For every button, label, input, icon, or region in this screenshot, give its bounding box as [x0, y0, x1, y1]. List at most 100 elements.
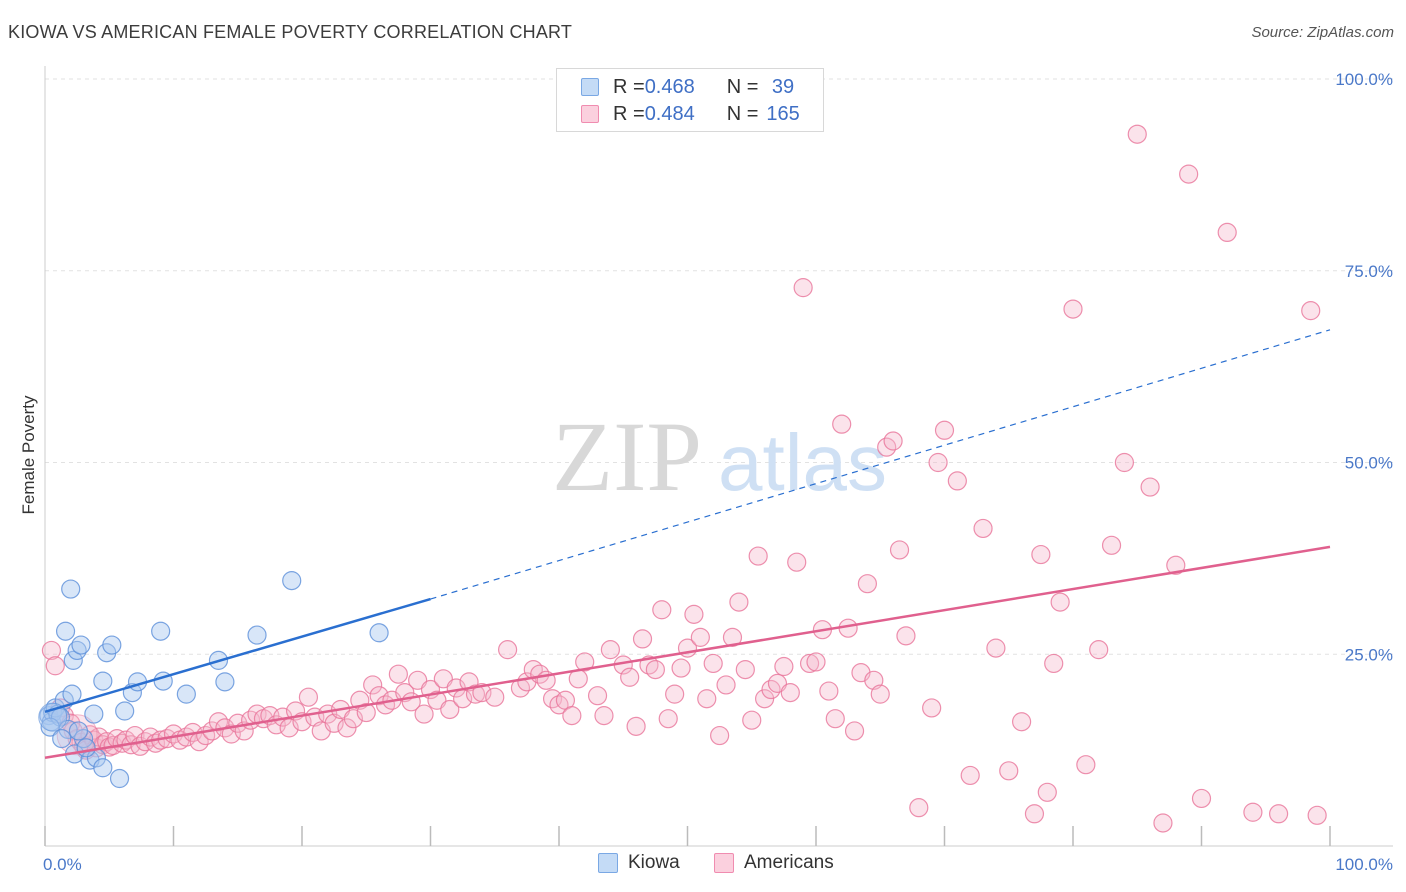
americans-point — [986, 638, 1006, 658]
americans-point — [780, 682, 800, 703]
americans-point — [600, 640, 621, 660]
americans-point — [1024, 804, 1045, 824]
americans-point — [652, 600, 672, 620]
americans-point — [465, 684, 486, 704]
kiowa-point — [63, 650, 83, 670]
series-kiowa — [38, 571, 389, 789]
americans-point — [1076, 755, 1096, 775]
americans-point — [356, 702, 376, 723]
americans-point — [1153, 813, 1173, 833]
x-tick-label: 100.0% — [1335, 855, 1393, 874]
americans-point — [1191, 788, 1212, 809]
americans-point — [735, 659, 755, 680]
legend-item-americans[interactable]: Americans — [714, 852, 834, 874]
americans-point — [787, 552, 807, 572]
legend-label-americans: Americans — [744, 852, 834, 873]
americans-point — [973, 518, 993, 539]
americans-point — [690, 627, 710, 647]
americans-point — [645, 659, 665, 680]
trend-lines — [44, 329, 1331, 760]
americans-point — [844, 721, 865, 741]
americans-point — [626, 716, 646, 736]
americans-swatch — [581, 105, 599, 123]
legend-item-kiowa[interactable]: Kiowa — [598, 852, 680, 874]
n-value: 39 — [766, 75, 795, 98]
americans-point — [1127, 124, 1147, 144]
kiowa-point — [215, 672, 235, 692]
n-label: N = — [726, 102, 759, 125]
kiowa-swatch — [598, 853, 618, 873]
kiowa-point — [93, 758, 113, 778]
r-value: 0.468 — [644, 75, 695, 98]
r-label: R = — [613, 102, 645, 125]
americans-point — [742, 710, 762, 730]
tick-labels: 100.0% 75.0% 50.0% 25.0% 0.0% 100.0% — [43, 70, 1393, 874]
americans-point — [774, 656, 794, 677]
americans-point — [697, 689, 717, 709]
americans-point — [928, 452, 948, 473]
americans-point — [472, 682, 492, 703]
americans-point — [125, 725, 145, 746]
americans-point — [896, 626, 916, 646]
americans-point — [799, 653, 820, 674]
x-tick-label: 0.0% — [43, 855, 82, 874]
stats-row-americans: R = 0.484 N = 165 — [581, 102, 800, 126]
americans-swatch — [714, 853, 734, 873]
y-axis-label: Female Poverty — [19, 395, 38, 515]
americans-point — [1050, 592, 1070, 612]
kiowa-point — [67, 640, 87, 661]
series-legend: Kiowa Americans — [0, 852, 1406, 878]
americans-point — [922, 698, 942, 718]
n-label: N = — [726, 75, 759, 98]
kiowa-point — [71, 635, 91, 655]
americans-point — [1243, 802, 1263, 822]
kiowa-point — [176, 684, 196, 704]
kiowa-point — [109, 768, 130, 789]
kiowa-point — [369, 623, 389, 643]
americans-point — [870, 684, 890, 704]
americans-point — [1268, 804, 1289, 824]
n-value: 165 — [766, 102, 800, 125]
kiowa-swatch — [581, 78, 599, 96]
y-tick-label: 25.0% — [1345, 645, 1393, 664]
americans-point — [485, 687, 505, 707]
americans-point — [658, 709, 678, 729]
kiowa-point — [151, 621, 171, 641]
americans-point — [594, 706, 614, 726]
americans-point — [562, 706, 582, 726]
watermark-atlas: atlas — [718, 418, 887, 507]
americans-point — [1307, 805, 1327, 825]
kiowa-point — [76, 738, 96, 758]
kiowa-point — [115, 701, 135, 721]
americans-point — [665, 684, 685, 704]
kiowa-point — [282, 571, 302, 591]
americans-point — [1089, 640, 1109, 660]
americans-point — [1011, 712, 1032, 732]
americans-point — [1140, 477, 1160, 497]
americans-point — [889, 540, 910, 560]
kiowa-point — [62, 684, 82, 704]
americans-point — [684, 604, 704, 624]
americans-point — [806, 652, 826, 672]
americans-point — [960, 765, 980, 786]
americans-point — [45, 656, 65, 676]
americans-point — [56, 714, 98, 756]
americans-point — [587, 686, 608, 706]
legend-label-kiowa: Kiowa — [628, 852, 680, 873]
americans-point — [363, 675, 383, 695]
americans-point — [1217, 222, 1237, 242]
americans-point — [883, 431, 903, 451]
americans-point — [388, 664, 408, 684]
americans-point — [716, 675, 736, 695]
kiowa-point — [61, 579, 81, 599]
americans-point — [1301, 301, 1321, 321]
kiowa-point — [52, 729, 72, 749]
y-tick-label: 100.0% — [1335, 70, 1393, 89]
kiowa-point — [247, 625, 267, 645]
r-label: R = — [613, 75, 645, 98]
americans-point — [671, 658, 691, 678]
r-value: 0.484 — [644, 102, 695, 125]
americans-point — [440, 699, 460, 720]
americans-point — [414, 704, 434, 724]
